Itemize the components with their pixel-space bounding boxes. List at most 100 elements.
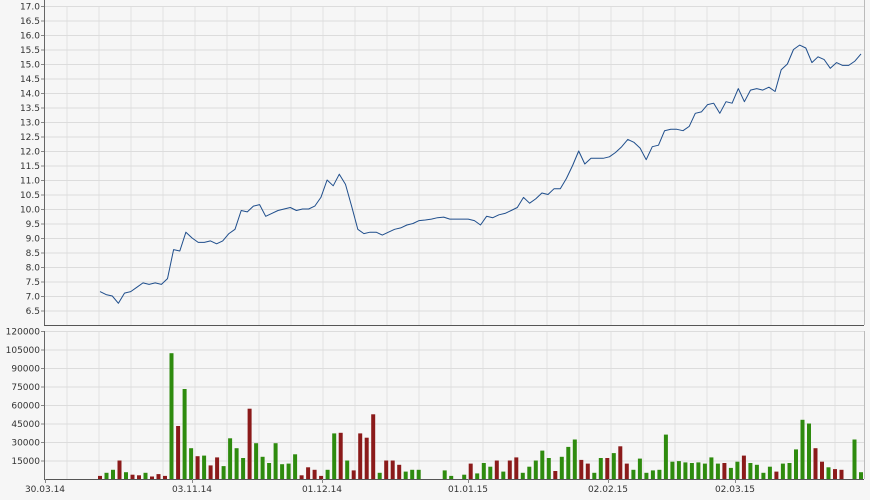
volume-bar-39	[351, 470, 356, 479]
volume-bar-90	[683, 462, 688, 479]
volume-bar-87	[663, 434, 668, 479]
volume-bar-93	[702, 463, 707, 479]
price-tick-label-0: 17.0	[20, 3, 40, 13]
price-tick-label-12: 11.0	[20, 177, 40, 187]
price-tick-label-19: 7.5	[26, 278, 40, 288]
price-y-axis: 17.0 16.5 16.0 15.5 15.0 14.5 14.0 13.5 13.0 12.5…	[20, 3, 44, 317]
panel-frames	[44, 0, 865, 480]
volume-bar-31	[299, 475, 304, 479]
volume-bar-16	[202, 455, 207, 479]
price-tick-label-9: 12.5	[20, 133, 40, 143]
volume-bar-92	[696, 462, 701, 479]
price-tick-label-14: 10.0	[20, 206, 40, 216]
price-tick-label-7: 13.5	[20, 104, 40, 114]
volume-bar-63	[507, 460, 512, 479]
date-tick-label-4: 02.02.15	[588, 485, 628, 495]
price-tick-label-10: 12.0	[20, 148, 40, 158]
volume-bar-70	[553, 471, 558, 479]
volume-bar-26	[267, 463, 272, 479]
volume-bar-69	[546, 458, 551, 479]
volume-bar-96	[722, 463, 727, 479]
volume-tick-label-3: 75000	[11, 383, 40, 393]
volume-bar-84	[644, 472, 649, 479]
volume-bar-18	[215, 457, 220, 479]
volume-bar-100	[748, 463, 753, 479]
volume-bar-78	[605, 458, 610, 479]
volume-bar-102	[761, 472, 766, 479]
date-x-axis: 30.03.14 03.11.14 01.12.14 01.01.15 02.02.15…	[25, 479, 755, 495]
price-tick-label-21: 6.5	[26, 307, 40, 317]
price-tick-label-8: 13.0	[20, 119, 40, 129]
volume-bar-15	[195, 456, 200, 479]
date-tick-label-5: 02.03.15	[715, 485, 755, 495]
volume-bar-38	[345, 460, 350, 479]
price-tick-label-3: 15.5	[20, 46, 40, 56]
price-line	[99, 44, 862, 304]
price-tick-label-20: 7.0	[26, 293, 41, 303]
volume-bar-47	[403, 471, 408, 479]
volume-bar-20	[228, 438, 233, 479]
volume-bar-28	[280, 464, 285, 479]
volume-bar-34	[319, 475, 324, 479]
volume-bar-105	[780, 463, 785, 479]
volume-bar-21	[234, 448, 239, 479]
volume-tick-label-5: 45000	[11, 420, 40, 430]
volume-bar-10	[163, 475, 167, 479]
price-tick-label-11: 11.5	[20, 162, 40, 172]
volume-bar-2	[111, 469, 115, 480]
volume-bar-25	[260, 456, 265, 479]
volume-bar-85	[650, 470, 655, 479]
volume-bar-4	[124, 472, 128, 479]
volume-bar-82	[631, 469, 636, 480]
price-tick-label-13: 10.5	[20, 191, 40, 201]
volume-bar-43	[377, 472, 382, 479]
volume-bar-56	[462, 474, 467, 479]
price-tick-label-5: 14.5	[20, 75, 40, 85]
volume-bar-106	[787, 463, 792, 479]
date-tick-label-1: 03.11.14	[172, 485, 212, 495]
volume-bar-22	[241, 458, 246, 479]
volume-bar-108	[800, 419, 805, 479]
volume-bar-59	[481, 463, 486, 479]
volume-bar-54	[449, 475, 454, 479]
volume-bar-94	[709, 457, 714, 479]
price-series-line	[99, 44, 862, 304]
volume-bar-83	[637, 458, 642, 479]
volume-bar-3	[117, 460, 122, 479]
volume-bar-8	[150, 476, 154, 479]
volume-bar-24	[254, 443, 259, 479]
volume-bar-42	[371, 414, 376, 480]
volume-bar-62	[501, 471, 506, 479]
volume-bar-81	[624, 463, 629, 479]
volume-bar-35	[325, 469, 330, 480]
volume-bar-36	[332, 433, 337, 479]
volume-bar-61	[494, 460, 499, 479]
volume-bar-86	[657, 469, 662, 480]
volume-bar-53	[442, 470, 447, 479]
volume-bar-29	[286, 463, 291, 479]
volume-bar-104	[774, 471, 779, 479]
volume-bar-30	[293, 454, 298, 479]
volume-bar-71	[559, 456, 564, 479]
volume-bar-46	[397, 464, 402, 479]
price-tick-label-17: 8.5	[26, 249, 40, 259]
volume-bar-95	[715, 463, 720, 479]
volume-bar-109	[807, 423, 811, 479]
price-tick-label-4: 15.0	[20, 61, 40, 71]
date-tick-label-3: 01.01.15	[448, 485, 488, 495]
volume-tick-label-1: 105000	[6, 346, 41, 356]
volume-bar-23	[247, 408, 252, 479]
volume-bar-45	[390, 460, 395, 479]
volume-bar-5	[130, 474, 135, 479]
volume-bar-68	[540, 450, 545, 479]
price-tick-label-1: 16.5	[20, 17, 40, 27]
volume-bar-88	[670, 461, 675, 479]
volume-bar-117	[859, 472, 863, 479]
volume-bar-75	[585, 463, 590, 479]
volume-bar-91	[689, 463, 694, 479]
volume-bar-32	[306, 467, 311, 479]
volume-bar-37	[338, 432, 343, 480]
volume-bar-6	[137, 475, 141, 479]
price-tick-label-2: 16.0	[20, 32, 40, 42]
